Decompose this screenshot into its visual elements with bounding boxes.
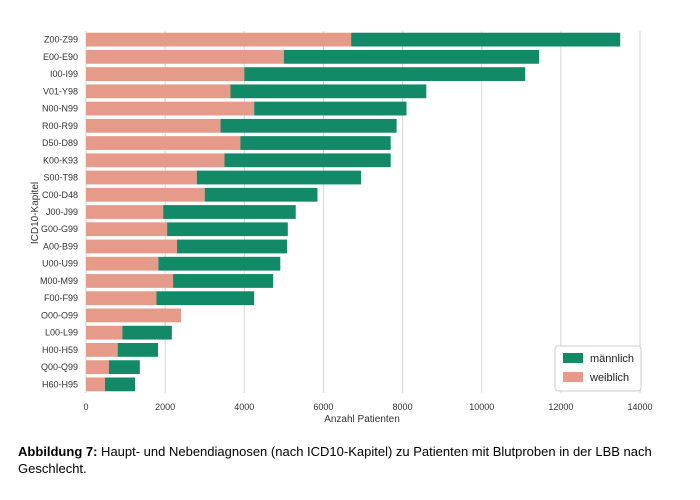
- x-tick-label: 12000: [548, 402, 573, 412]
- y-tick-label: V01-Y98: [43, 86, 78, 96]
- y-tick-label: K00-K93: [43, 155, 78, 165]
- x-axis-title: Anzahl Patienten: [324, 414, 400, 425]
- bar-segment: [86, 32, 352, 47]
- x-tick-label: 14000: [627, 402, 652, 412]
- bar-segment: [254, 101, 407, 116]
- y-axis-title: ICD10-Kapitel: [30, 182, 41, 244]
- stacked-bar-chart: Z00-Z99 E00-E90 I00-I99 V01-Y98 N00-N99 R00-R…: [30, 31, 653, 425]
- bar-segment: [156, 291, 255, 306]
- legend-label-maennlich: männlich: [590, 353, 634, 365]
- y-tick-label: M00-M99: [40, 276, 78, 286]
- caption-label: Abbildung 7:: [18, 444, 98, 459]
- y-tick-label: N00-N99: [42, 104, 78, 114]
- y-tick-label: C00-D48: [42, 190, 78, 200]
- x-tick-label: 10000: [469, 402, 494, 412]
- x-tick-label: 8000: [393, 402, 413, 412]
- bar-segment: [167, 222, 288, 237]
- bar-segment: [240, 136, 391, 150]
- legend-swatch-weiblich: [563, 372, 583, 382]
- bar-segment: [86, 308, 181, 323]
- x-tick-label: 0: [83, 402, 88, 412]
- y-tick-label: Z00-Z99: [44, 35, 78, 45]
- bar-segment: [86, 153, 225, 168]
- x-tick-label: 2000: [155, 402, 175, 412]
- bar-segment: [86, 343, 118, 357]
- bar-segment: [86, 170, 197, 185]
- y-tick-label: E00-E90: [43, 52, 78, 62]
- bar-segment: [86, 222, 168, 237]
- x-tick-label: 4000: [234, 402, 254, 412]
- bar-segment: [244, 67, 526, 81]
- y-tick-label: L00-L99: [45, 328, 78, 338]
- x-tick-labels: 0 2000 4000 6000 8000 10000 12000 14000: [83, 402, 652, 412]
- bar-segment: [163, 205, 296, 219]
- y-tick-label: H00-H59: [42, 345, 78, 355]
- x-tick-label: 6000: [313, 402, 333, 412]
- bar-segment: [351, 32, 621, 47]
- bar-segment: [86, 84, 231, 99]
- bar-segment: [230, 84, 427, 99]
- bar-segment: [86, 136, 241, 150]
- bar-segment: [86, 360, 109, 375]
- y-tick-label: F00-F99: [44, 293, 78, 303]
- bar-segment: [86, 256, 159, 271]
- y-tick-label: A00-B99: [43, 241, 78, 251]
- bar-segment: [224, 153, 391, 168]
- bar-segment: [86, 205, 164, 219]
- y-tick-label: Q00-Q99: [41, 362, 78, 372]
- bar-segment: [108, 360, 140, 375]
- y-tick-label: D50-D89: [42, 138, 78, 148]
- y-tick-label: I00-I99: [50, 69, 78, 79]
- bar-segment: [86, 239, 178, 254]
- bar-segment: [122, 325, 172, 340]
- bar-segment: [104, 377, 136, 392]
- bar-segment: [283, 49, 540, 64]
- bar-segment: [220, 118, 397, 133]
- legend-label-weiblich: weiblich: [589, 372, 629, 384]
- bar-segment: [86, 118, 221, 133]
- bar-segment: [204, 187, 318, 202]
- bar-segment: [173, 274, 274, 288]
- bar-segment: [86, 325, 123, 340]
- caption-text: Haupt- und Nebendiagnosen (nach ICD10-Ka…: [18, 444, 652, 476]
- bar-segment: [86, 377, 105, 392]
- bar-segment: [86, 187, 205, 202]
- bars: [86, 32, 621, 392]
- bar-segment: [86, 49, 284, 64]
- bar-segment: [196, 170, 362, 185]
- bar-segment: [177, 239, 288, 254]
- bar-segment: [86, 291, 157, 306]
- y-tick-label: O00-O99: [41, 310, 78, 320]
- y-tick-label: R00-R99: [42, 121, 78, 131]
- legend: männlich weiblich: [554, 345, 642, 392]
- y-tick-label: H60-H95: [42, 379, 78, 389]
- figure-caption: Abbildung 7: Haupt- und Nebendiagnosen (…: [18, 443, 678, 477]
- bar-segment: [117, 343, 159, 357]
- y-tick-label: S00-T98: [43, 173, 78, 183]
- y-tick-labels: Z00-Z99 E00-E90 I00-I99 V01-Y98 N00-N99 R00-R…: [40, 35, 78, 390]
- bar-segment: [86, 274, 174, 288]
- y-tick-label: U00-U99: [42, 259, 78, 269]
- y-tick-label: J00-J99: [46, 207, 78, 217]
- y-tick-label: G00-G99: [41, 224, 78, 234]
- bar-segment: [158, 256, 281, 271]
- legend-swatch-maennlich: [563, 353, 583, 363]
- bar-segment: [86, 67, 245, 81]
- bar-segment: [86, 101, 255, 116]
